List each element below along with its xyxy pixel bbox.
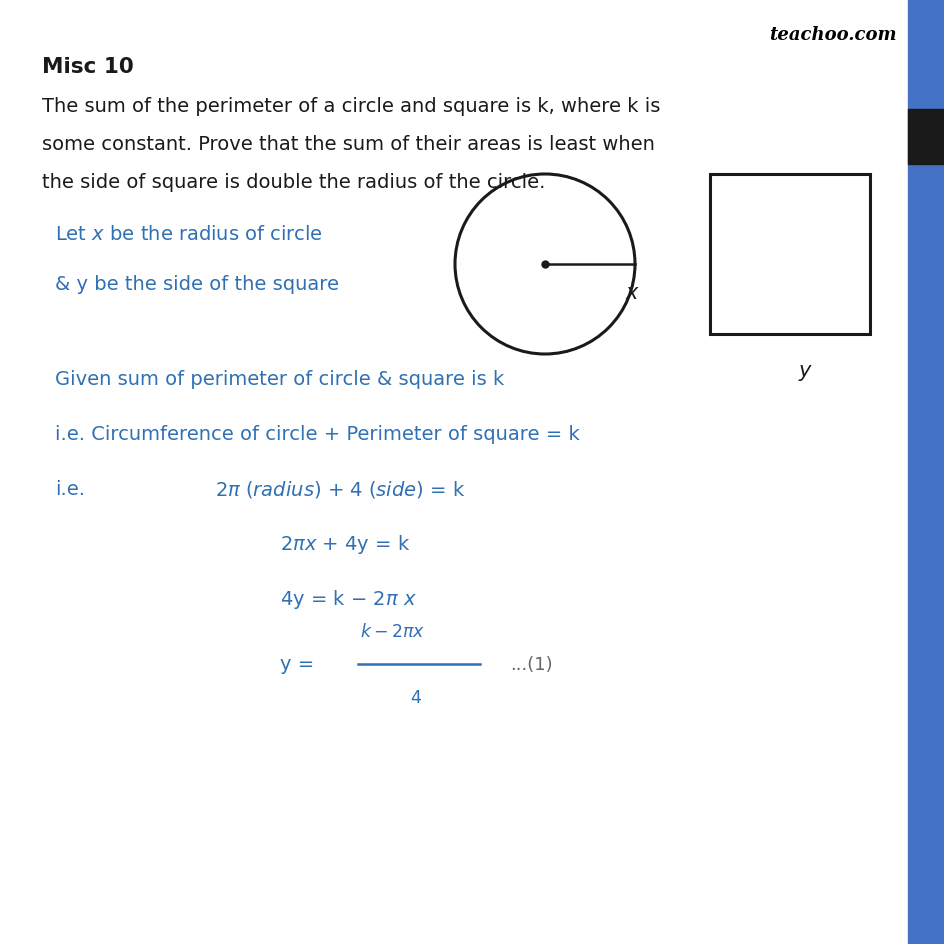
Text: i.e.: i.e. bbox=[55, 480, 85, 499]
Text: Misc 10: Misc 10 bbox=[42, 57, 134, 76]
Text: y =: y = bbox=[279, 655, 320, 674]
Text: $y$: $y$ bbox=[797, 362, 812, 382]
Text: & y be the side of the square: & y be the side of the square bbox=[55, 276, 339, 295]
Text: Given sum of perimeter of circle & square is k: Given sum of perimeter of circle & squar… bbox=[55, 370, 504, 389]
Text: 4y = k $-$ 2$\pi$ $x$: 4y = k $-$ 2$\pi$ $x$ bbox=[279, 588, 416, 611]
Text: $x$: $x$ bbox=[624, 282, 639, 303]
Bar bbox=[907, 110, 944, 165]
Text: ...(1): ...(1) bbox=[510, 655, 552, 673]
Text: $k - 2\pi x$: $k - 2\pi x$ bbox=[360, 622, 425, 640]
Text: $2\pi x$ + 4y = k: $2\pi x$ + 4y = k bbox=[279, 533, 410, 556]
Text: The sum of the perimeter of a circle and square is k, where k is: The sum of the perimeter of a circle and… bbox=[42, 97, 660, 116]
Text: teachoo.com: teachoo.com bbox=[768, 26, 896, 44]
Text: $2\pi$ ($radius$) + 4 ($side$) = k: $2\pi$ ($radius$) + 4 ($side$) = k bbox=[215, 479, 464, 500]
Text: 4: 4 bbox=[410, 688, 420, 706]
Bar bbox=[907, 0, 944, 944]
Bar bbox=[709, 175, 869, 334]
Text: i.e. Circumference of circle + Perimeter of square = k: i.e. Circumference of circle + Perimeter… bbox=[55, 425, 579, 444]
Text: some constant. Prove that the sum of their areas is least when: some constant. Prove that the sum of the… bbox=[42, 135, 654, 154]
Text: the side of square is double the radius of the circle.: the side of square is double the radius … bbox=[42, 174, 545, 193]
Text: Let $x$ be the radius of circle: Let $x$ be the radius of circle bbox=[55, 226, 323, 244]
